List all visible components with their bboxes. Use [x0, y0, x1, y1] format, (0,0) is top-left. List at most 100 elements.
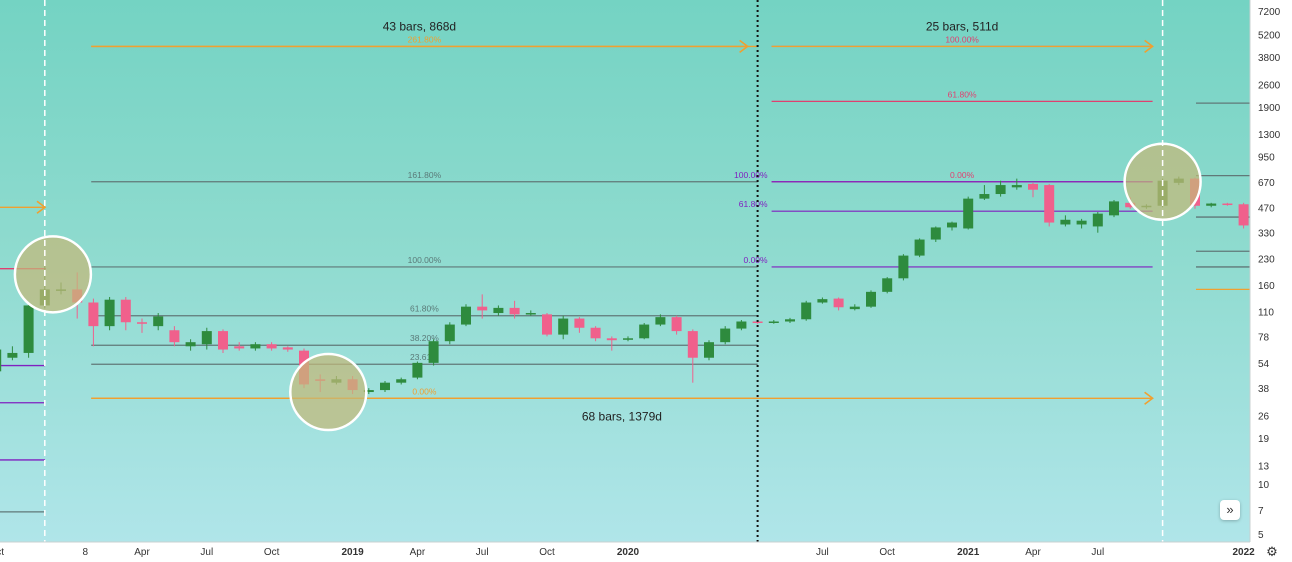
- candle-body: [250, 344, 261, 349]
- candle-body: [461, 306, 471, 325]
- price-tick-label: 230: [1258, 255, 1275, 266]
- price-tick-label: 2600: [1258, 80, 1281, 91]
- range-arrow-head: [739, 39, 749, 54]
- candle-body: [1222, 203, 1233, 206]
- range-arrow-head: [1144, 391, 1154, 405]
- price-tick-label: 1900: [1258, 103, 1281, 114]
- expand-icon[interactable]: »: [1220, 500, 1240, 520]
- fib-level-label: 0.00%: [743, 255, 768, 265]
- candle-body: [1044, 185, 1055, 223]
- candle-body: [558, 318, 569, 335]
- candle-body: [1092, 213, 1103, 227]
- candle-body: [833, 298, 844, 308]
- candle-body: [444, 324, 455, 342]
- candle-body: [120, 299, 131, 323]
- candle-body: [1238, 204, 1249, 226]
- candle-body: [104, 299, 115, 327]
- price-tick-label: 1300: [1258, 130, 1281, 141]
- candle-body: [266, 344, 277, 349]
- candle-body: [752, 321, 763, 323]
- fib-level-label: 100.00%: [945, 34, 979, 44]
- candle-body: [704, 342, 714, 358]
- candle-body: [282, 347, 293, 350]
- candle-body: [898, 255, 909, 279]
- candle-body: [88, 302, 99, 327]
- time-tick-label: Jul: [1091, 547, 1104, 558]
- time-tick-label: Jul: [816, 547, 829, 558]
- price-tick-label: 19: [1258, 434, 1270, 445]
- highlight-circle: [13, 235, 93, 314]
- candle-body: [542, 314, 552, 335]
- candle-body: [671, 317, 682, 332]
- price-tick-label: 110: [1258, 308, 1274, 319]
- price-tick-label: 7200: [1258, 7, 1281, 18]
- candle-body: [1109, 201, 1119, 216]
- candle-body: [1076, 220, 1087, 225]
- candle-body: [153, 316, 164, 327]
- price-tick-label: 950: [1258, 153, 1275, 164]
- time-tick-label: 2020: [617, 547, 640, 558]
- candle-body: [736, 321, 747, 329]
- range-label: 25 bars, 511d: [926, 19, 999, 33]
- candle-body: [218, 331, 228, 350]
- candle-body: [169, 330, 180, 343]
- candle-body: [590, 327, 601, 339]
- fib-level-label: 0.00%: [950, 170, 975, 180]
- candle-body: [785, 319, 795, 322]
- range-arrow-head: [1144, 39, 1154, 54]
- candle-body: [1028, 183, 1038, 190]
- time-tick-label: Jul: [476, 547, 489, 558]
- fib-level-label: 61.80%: [948, 89, 977, 99]
- range-label: 43 bars, 868d: [383, 19, 456, 33]
- fib-level-label: 161.80%: [408, 170, 442, 180]
- candle-body: [380, 382, 390, 391]
- price-tick-label: 13: [1258, 461, 1270, 472]
- fib-level-label: 100.00%: [734, 170, 768, 180]
- price-tick-label: 78: [1258, 332, 1270, 343]
- price-tick-label: 7: [1258, 506, 1264, 517]
- candle-body: [201, 331, 212, 345]
- time-tick-label: 2022: [1232, 547, 1255, 558]
- candle-body: [412, 362, 423, 378]
- candle-body: [493, 307, 504, 314]
- candle-body: [947, 222, 957, 228]
- candle-body: [655, 317, 666, 325]
- candle-body: [234, 346, 245, 349]
- candle-body: [979, 194, 990, 199]
- candle-body: [23, 305, 34, 353]
- time-tick-label: Jul: [200, 547, 213, 558]
- candle-body: [509, 307, 520, 315]
- price-tick-label: 38: [1258, 384, 1270, 395]
- candle-body: [7, 352, 18, 358]
- time-axis-background: [0, 542, 1292, 562]
- candle-body: [995, 185, 1006, 195]
- fib-level-label: 61.80%: [410, 304, 439, 314]
- candle-body: [639, 324, 650, 339]
- price-tick-label: 26: [1258, 411, 1270, 422]
- candle-body: [396, 379, 407, 383]
- price-tick-label: 3800: [1258, 53, 1281, 64]
- candle-body: [687, 331, 698, 358]
- candle-body: [768, 321, 779, 323]
- candle-body: [882, 278, 893, 292]
- candle-body: [720, 328, 731, 343]
- time-tick-label: Oct: [0, 547, 4, 558]
- fib-level-label: 38.20%: [410, 333, 439, 343]
- candle-body: [574, 318, 585, 328]
- candles-layer: [0, 176, 1249, 395]
- range-label: 68 bars, 1379d: [582, 409, 662, 423]
- time-tick-label: Apr: [410, 547, 426, 558]
- time-tick-label: Oct: [879, 547, 895, 558]
- price-tick-label: 470: [1258, 203, 1275, 214]
- settings-icon[interactable]: ⚙: [1266, 544, 1278, 559]
- price-tick-label: 160: [1258, 281, 1275, 292]
- highlight-circles-layer: [13, 142, 1202, 432]
- candle-body: [914, 239, 925, 256]
- time-tick-label: 2021: [957, 547, 980, 558]
- candle-body: [363, 390, 374, 393]
- candle-body: [866, 291, 876, 307]
- candle-body: [185, 342, 196, 347]
- price-axis-background: [1250, 0, 1292, 562]
